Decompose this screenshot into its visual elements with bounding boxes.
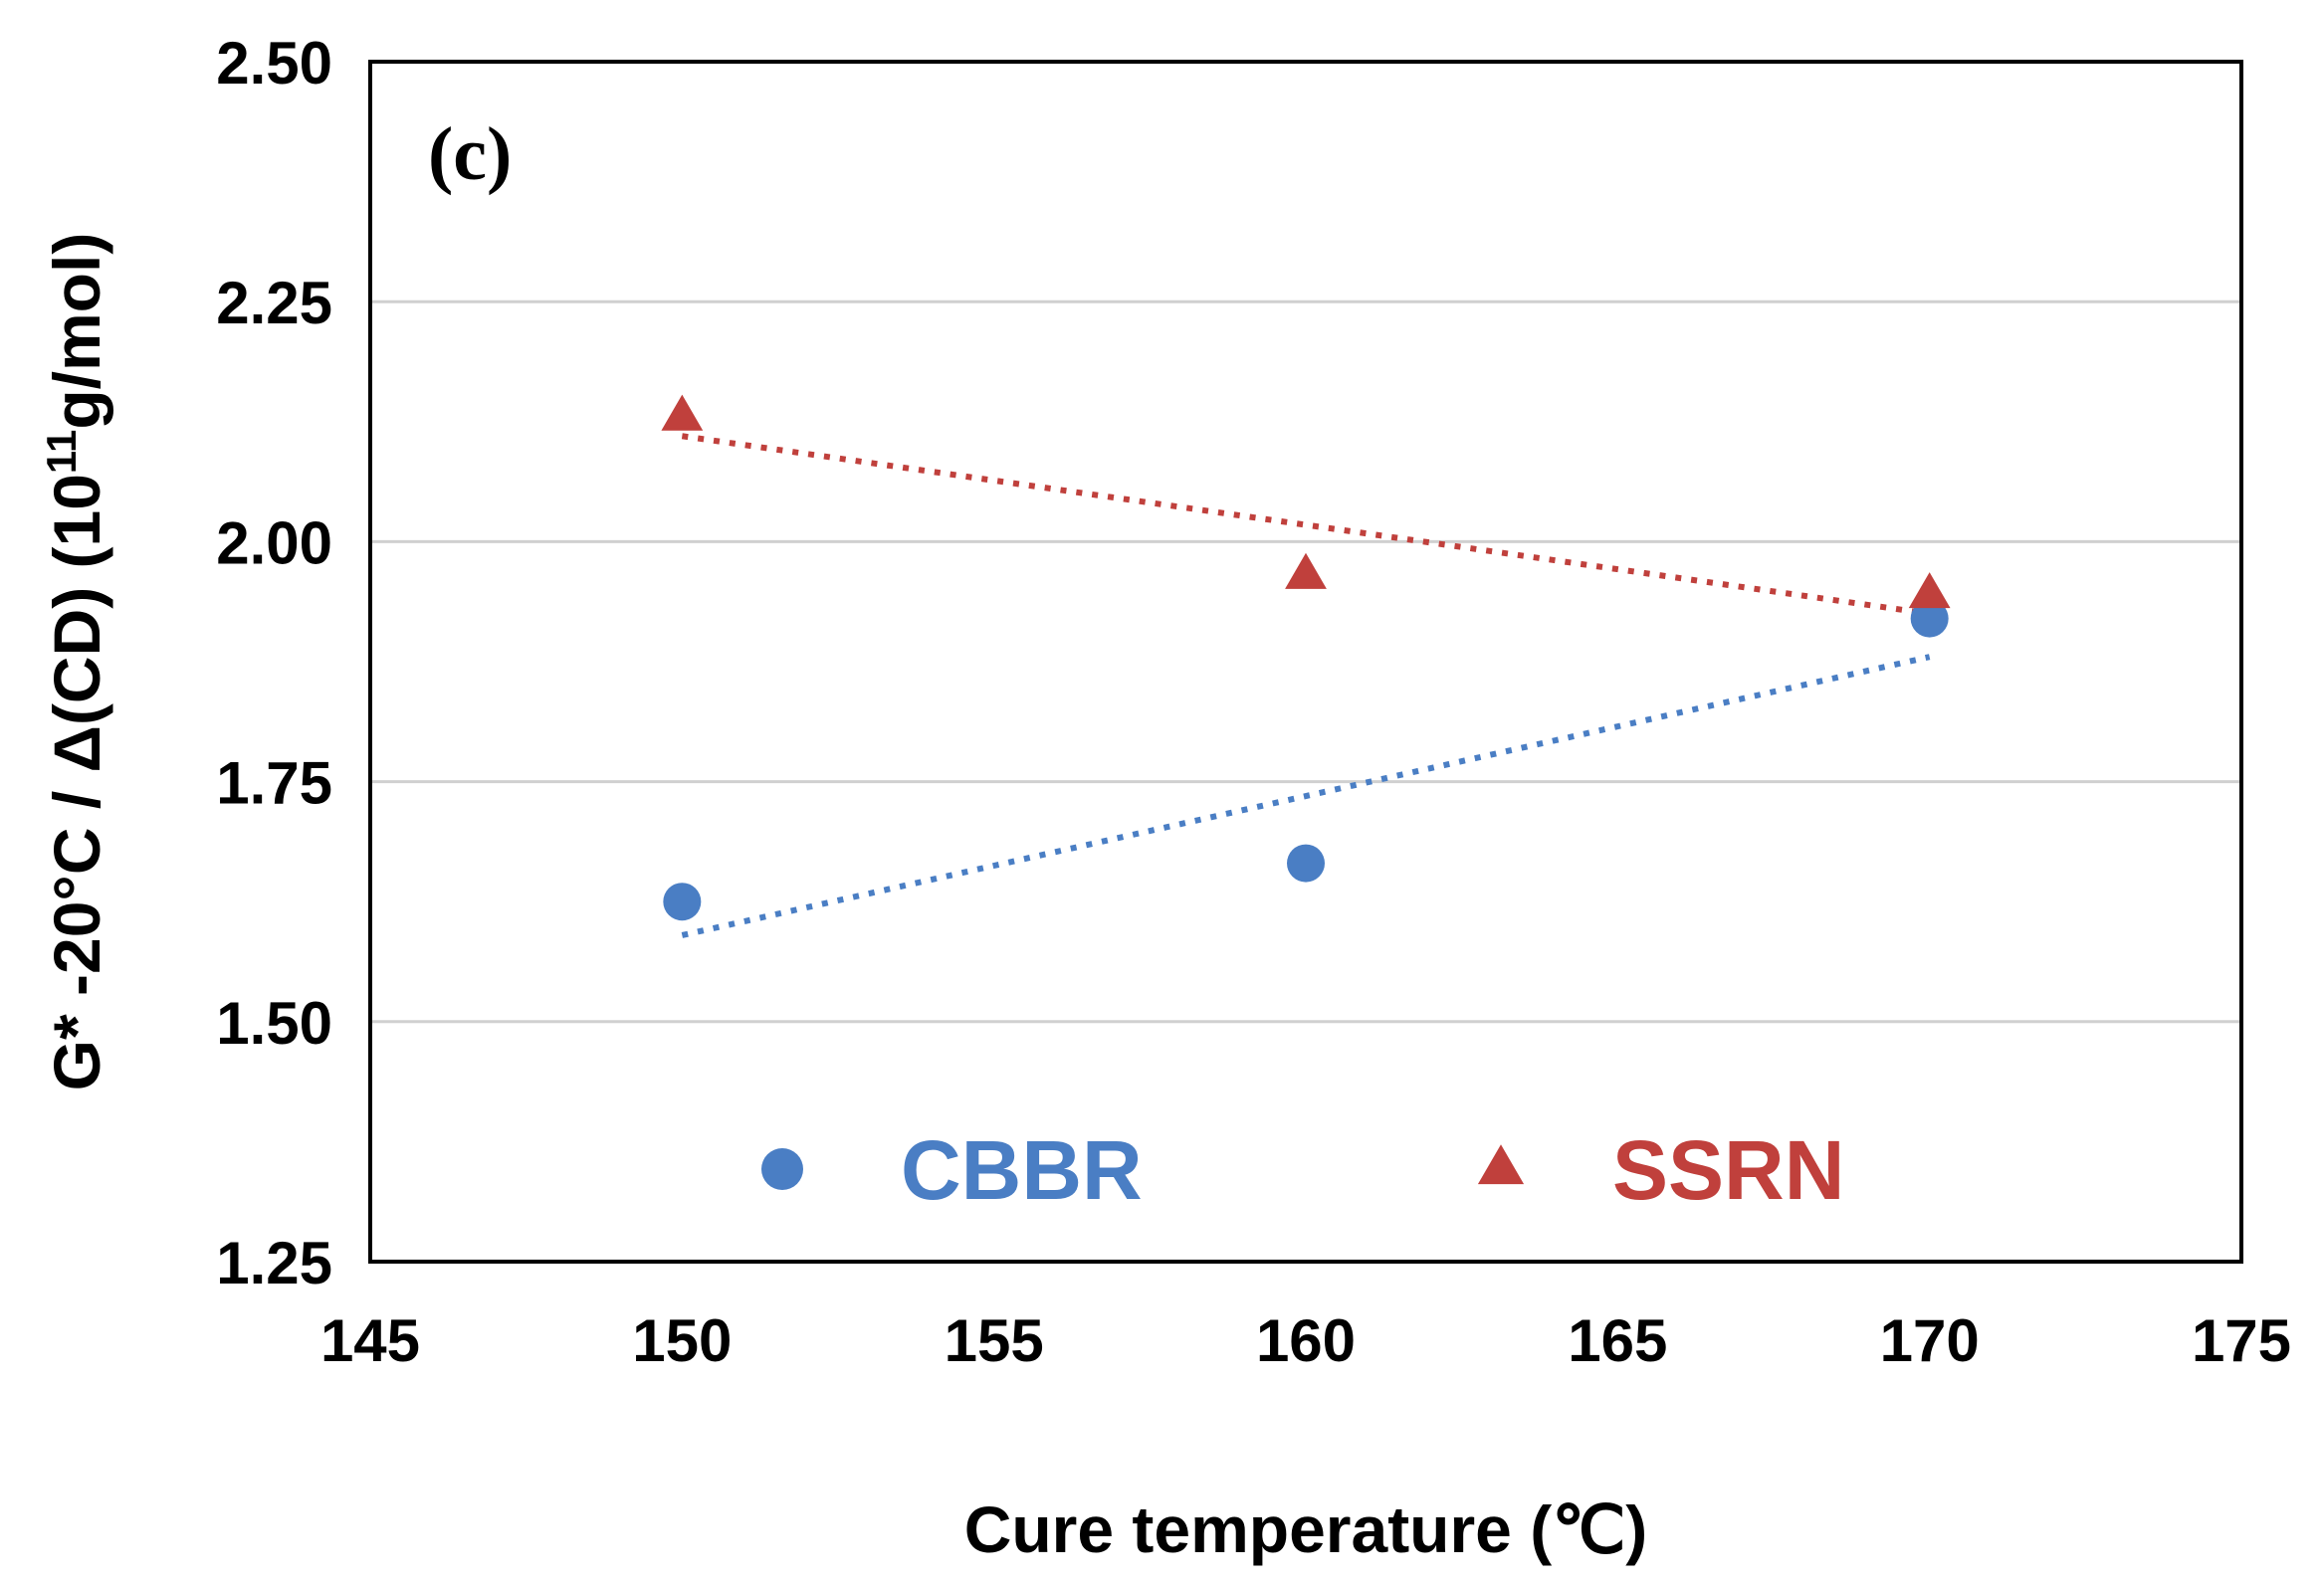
- y-axis-ticks: 1.25 1.50 1.75 2.00 2.25 2.50: [216, 30, 332, 1296]
- grid-lines: [370, 299, 2241, 1024]
- trendline-cbbr: [681, 654, 1931, 938]
- data-point-ssrn: [1908, 572, 1951, 609]
- y-tick-label: 2.00: [216, 509, 332, 576]
- x-tick-label: 160: [1256, 1307, 1356, 1374]
- data-point-ssrn: [661, 394, 704, 431]
- data-points: [661, 394, 1951, 921]
- x-tick-label: 145: [320, 1307, 420, 1374]
- legend-label-ssrn: SSRN: [1612, 1123, 1844, 1217]
- legend-marker-ssrn: [1477, 1144, 1525, 1185]
- data-point-cbbr: [1910, 599, 1949, 638]
- legend-label-cbbr: CBBR: [901, 1123, 1143, 1217]
- data-point-cbbr: [663, 883, 702, 921]
- y-axis-title-unit: g/mol): [40, 233, 113, 430]
- trendlines: [681, 433, 1931, 938]
- x-tick-label: 165: [1568, 1307, 1667, 1374]
- x-tick-label: 175: [2192, 1307, 2291, 1374]
- y-tick-label: 2.50: [216, 30, 332, 97]
- x-tick-label: 170: [1880, 1307, 1980, 1374]
- x-tick-label: 150: [632, 1307, 732, 1374]
- y-tick-label: 2.25: [216, 270, 332, 336]
- legend-marker-cbbr: [761, 1148, 803, 1190]
- plot-frame: [368, 60, 2243, 1264]
- y-tick-label: 1.75: [216, 750, 332, 817]
- panel-label: (c): [428, 112, 512, 196]
- y-axis-title: G* -20°C / Δ(CD) (1011g/mol): [38, 233, 113, 1091]
- data-point-cbbr: [1287, 844, 1325, 883]
- x-axis-ticks: 145 150 155 160 165 170 175: [320, 1307, 2291, 1374]
- legend: CBBR SSRN: [761, 1123, 1844, 1217]
- x-tick-label: 155: [945, 1307, 1044, 1374]
- data-point-ssrn: [1285, 552, 1327, 589]
- x-axis-title: Cure temperature (℃): [964, 1492, 1648, 1566]
- y-tick-label: 1.50: [216, 990, 332, 1057]
- trendline-ssrn: [681, 433, 1931, 617]
- y-axis-title-superscript: 11: [38, 430, 85, 474]
- y-axis-title-main: G* -20°C / Δ(CD) (10: [40, 474, 113, 1091]
- y-tick-label: 1.25: [216, 1230, 332, 1296]
